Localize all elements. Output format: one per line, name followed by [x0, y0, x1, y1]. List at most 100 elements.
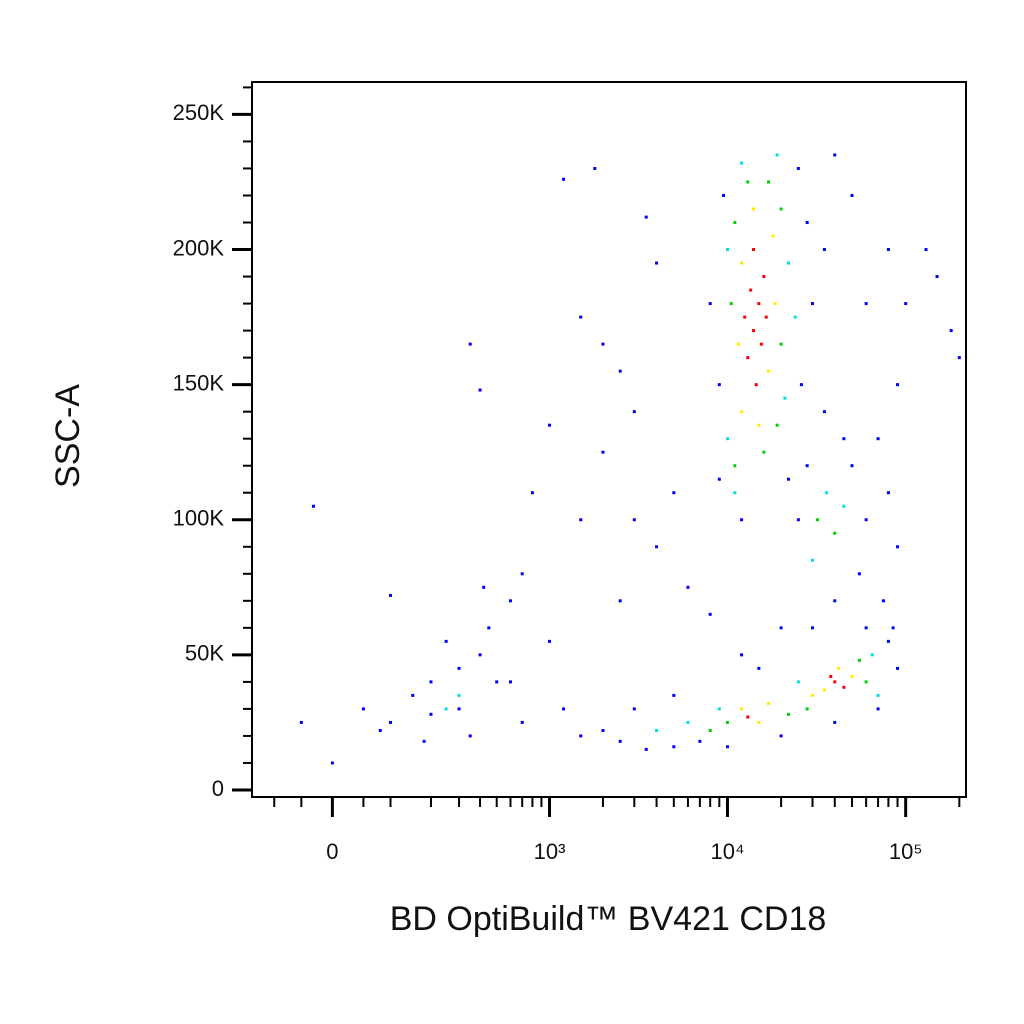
point — [767, 180, 771, 184]
point — [733, 491, 737, 495]
point — [746, 180, 750, 184]
point — [717, 707, 721, 711]
point — [864, 302, 868, 306]
y-tick-label: 100K — [173, 506, 225, 531]
point — [632, 707, 636, 711]
point — [422, 739, 426, 743]
point — [601, 729, 605, 733]
point — [825, 491, 829, 495]
point — [786, 261, 790, 265]
point — [796, 518, 800, 522]
point — [896, 383, 900, 387]
point — [896, 666, 900, 670]
point — [686, 585, 690, 589]
point — [740, 410, 744, 414]
point — [833, 153, 837, 157]
point — [793, 315, 797, 319]
point — [548, 423, 552, 427]
point — [842, 685, 846, 689]
point — [799, 383, 803, 387]
point — [740, 707, 744, 711]
point — [757, 666, 761, 670]
point — [378, 729, 382, 733]
point — [579, 734, 583, 738]
point — [330, 761, 334, 765]
point — [429, 680, 433, 684]
point — [708, 302, 712, 306]
point — [850, 193, 854, 197]
point — [444, 707, 448, 711]
point — [904, 302, 908, 306]
point — [698, 739, 702, 743]
point — [779, 342, 783, 346]
point — [725, 720, 729, 724]
point — [361, 707, 365, 711]
point — [725, 248, 729, 252]
point — [935, 275, 939, 279]
point — [796, 680, 800, 684]
point — [805, 707, 809, 711]
point — [822, 248, 826, 252]
point — [773, 302, 777, 306]
point — [850, 464, 854, 468]
point — [924, 248, 928, 252]
point — [593, 166, 597, 170]
point — [562, 177, 566, 181]
point — [805, 464, 809, 468]
point — [850, 674, 854, 678]
x-tick-label: 10⁴ — [710, 839, 744, 864]
point — [876, 707, 880, 711]
point — [618, 739, 622, 743]
point — [805, 221, 809, 225]
point — [468, 342, 472, 346]
point — [457, 693, 461, 697]
point — [783, 396, 787, 400]
point — [740, 653, 744, 657]
point — [579, 315, 583, 319]
point — [779, 734, 783, 738]
point — [644, 747, 648, 751]
point — [876, 693, 880, 697]
point — [740, 161, 744, 165]
point — [837, 666, 841, 670]
point — [618, 369, 622, 373]
point — [579, 518, 583, 522]
point — [754, 383, 758, 387]
point — [530, 491, 534, 495]
point — [833, 680, 837, 684]
point — [810, 302, 814, 306]
point — [786, 712, 790, 716]
point — [508, 680, 512, 684]
point — [299, 720, 303, 724]
point — [857, 658, 861, 662]
point — [757, 423, 761, 427]
y-tick-label: 50K — [185, 641, 224, 666]
point — [833, 720, 837, 724]
point — [810, 626, 814, 630]
point — [520, 720, 524, 724]
point — [520, 572, 524, 576]
point — [740, 261, 744, 265]
point — [389, 593, 393, 597]
point — [886, 248, 890, 252]
point — [495, 680, 499, 684]
point — [468, 734, 472, 738]
point — [672, 693, 676, 697]
point — [457, 707, 461, 711]
point — [779, 626, 783, 630]
point — [411, 693, 415, 697]
point — [729, 302, 733, 306]
point — [733, 464, 737, 468]
point — [708, 612, 712, 616]
point — [429, 712, 433, 716]
point — [864, 518, 868, 522]
point — [775, 153, 779, 157]
point — [655, 729, 659, 733]
point — [752, 329, 756, 333]
point — [957, 356, 961, 360]
point — [632, 410, 636, 414]
point — [891, 626, 895, 630]
point — [762, 275, 766, 279]
point — [864, 626, 868, 630]
